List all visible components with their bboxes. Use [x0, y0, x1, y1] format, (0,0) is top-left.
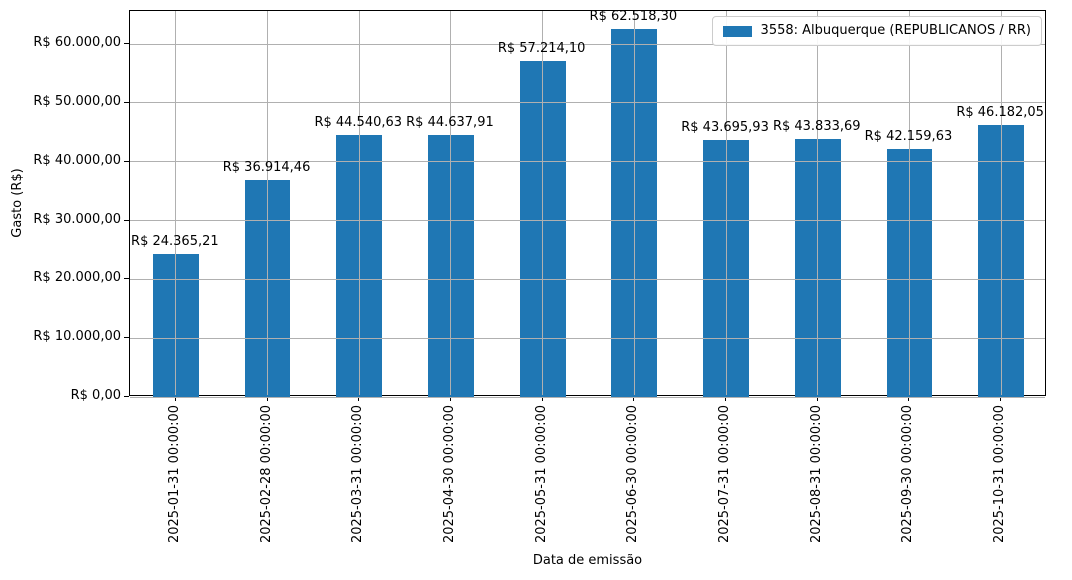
y-tick-mark	[124, 219, 129, 221]
x-tick-mark	[633, 396, 635, 401]
gridline-h	[130, 220, 1045, 222]
value-label: R$ 44.637,91	[406, 114, 494, 130]
y-tick-label: R$ 20.000,00	[33, 270, 121, 286]
x-tick-label-text: 2025-07-31 00:00:00	[717, 404, 733, 544]
gridline-v	[175, 11, 177, 395]
x-tick-mark	[541, 396, 543, 401]
x-tick-label-text: 2025-06-30 00:00:00	[625, 404, 641, 544]
gridline-h	[130, 43, 1045, 45]
x-tick-label-text: 2025-01-31 00:00:00	[166, 404, 182, 544]
y-tick-mark	[124, 160, 129, 162]
legend: 3558: Albuquerque (REPUBLICANOS / RR)	[711, 16, 1042, 46]
gridline-v	[1000, 11, 1002, 395]
y-tick-label: R$ 10.000,00	[33, 329, 121, 345]
gridline-h	[130, 337, 1045, 339]
y-tick-label: R$ 0,00	[70, 388, 121, 403]
value-label: R$ 43.833,69	[772, 119, 861, 135]
value-label: R$ 62.518,30	[589, 9, 678, 25]
y-axis-title-text: Gasto (R$)	[10, 168, 25, 238]
x-axis-title: Data de emissão	[532, 553, 643, 568]
value-label: R$ 42.159,63	[864, 129, 953, 145]
value-label: R$ 46.182,05	[956, 105, 1044, 121]
y-tick-label: R$ 30.000,00	[33, 211, 121, 227]
gridline-h	[130, 396, 1045, 398]
gridline-v	[542, 11, 544, 395]
x-tick-label-text: 2025-08-31 00:00:00	[808, 404, 824, 544]
x-tick-mark	[908, 396, 910, 401]
x-tick-label-text: 2025-02-28 00:00:00	[258, 404, 274, 544]
value-label: R$ 43.695,93	[681, 120, 769, 136]
x-tick-mark	[266, 396, 268, 401]
y-tick-label: R$ 40.000,00	[33, 152, 121, 168]
gridline-h	[130, 102, 1045, 104]
x-tick-label-text: 2025-04-30 00:00:00	[441, 404, 457, 544]
x-tick-mark	[816, 396, 818, 401]
gridline-v	[358, 11, 360, 395]
y-tick-mark	[124, 337, 129, 339]
x-tick-mark	[1000, 396, 1002, 401]
x-tick-label-text: 2025-05-31 00:00:00	[533, 404, 549, 544]
value-label: R$ 44.540,63	[314, 115, 403, 131]
y-tick-label: R$ 50.000,00	[33, 93, 121, 109]
gridline-v	[725, 11, 727, 395]
gridline-v	[908, 11, 910, 395]
legend-label: 3558: Albuquerque (REPUBLICANOS / RR)	[760, 23, 1031, 38]
x-tick-mark	[449, 396, 451, 401]
value-label: R$ 57.214,10	[497, 40, 586, 56]
plot-area	[129, 10, 1046, 398]
value-label: R$ 24.365,21	[131, 233, 219, 249]
gridline-h	[130, 278, 1045, 280]
x-tick-label-text: 2025-10-31 00:00:00	[992, 404, 1008, 544]
x-tick-mark	[174, 396, 176, 401]
x-tick-label-text: 2025-03-31 00:00:00	[350, 404, 366, 544]
gridline-v	[267, 11, 269, 395]
grid-layer	[130, 11, 1045, 398]
gridline-h	[130, 161, 1045, 163]
x-tick-mark	[358, 396, 360, 401]
gridline-v	[633, 11, 635, 395]
gridline-v	[817, 11, 819, 395]
x-tick-mark	[725, 396, 727, 401]
y-tick-mark	[124, 278, 129, 280]
y-tick-mark	[124, 396, 129, 397]
y-tick-mark	[124, 101, 129, 103]
value-label: R$ 36.914,46	[222, 159, 311, 175]
x-tick-label-text: 2025-09-30 00:00:00	[900, 404, 916, 544]
y-tick-label: R$ 60.000,00	[33, 35, 121, 51]
y-tick-mark	[124, 43, 129, 45]
gridline-v	[450, 11, 452, 395]
legend-swatch	[722, 25, 752, 37]
